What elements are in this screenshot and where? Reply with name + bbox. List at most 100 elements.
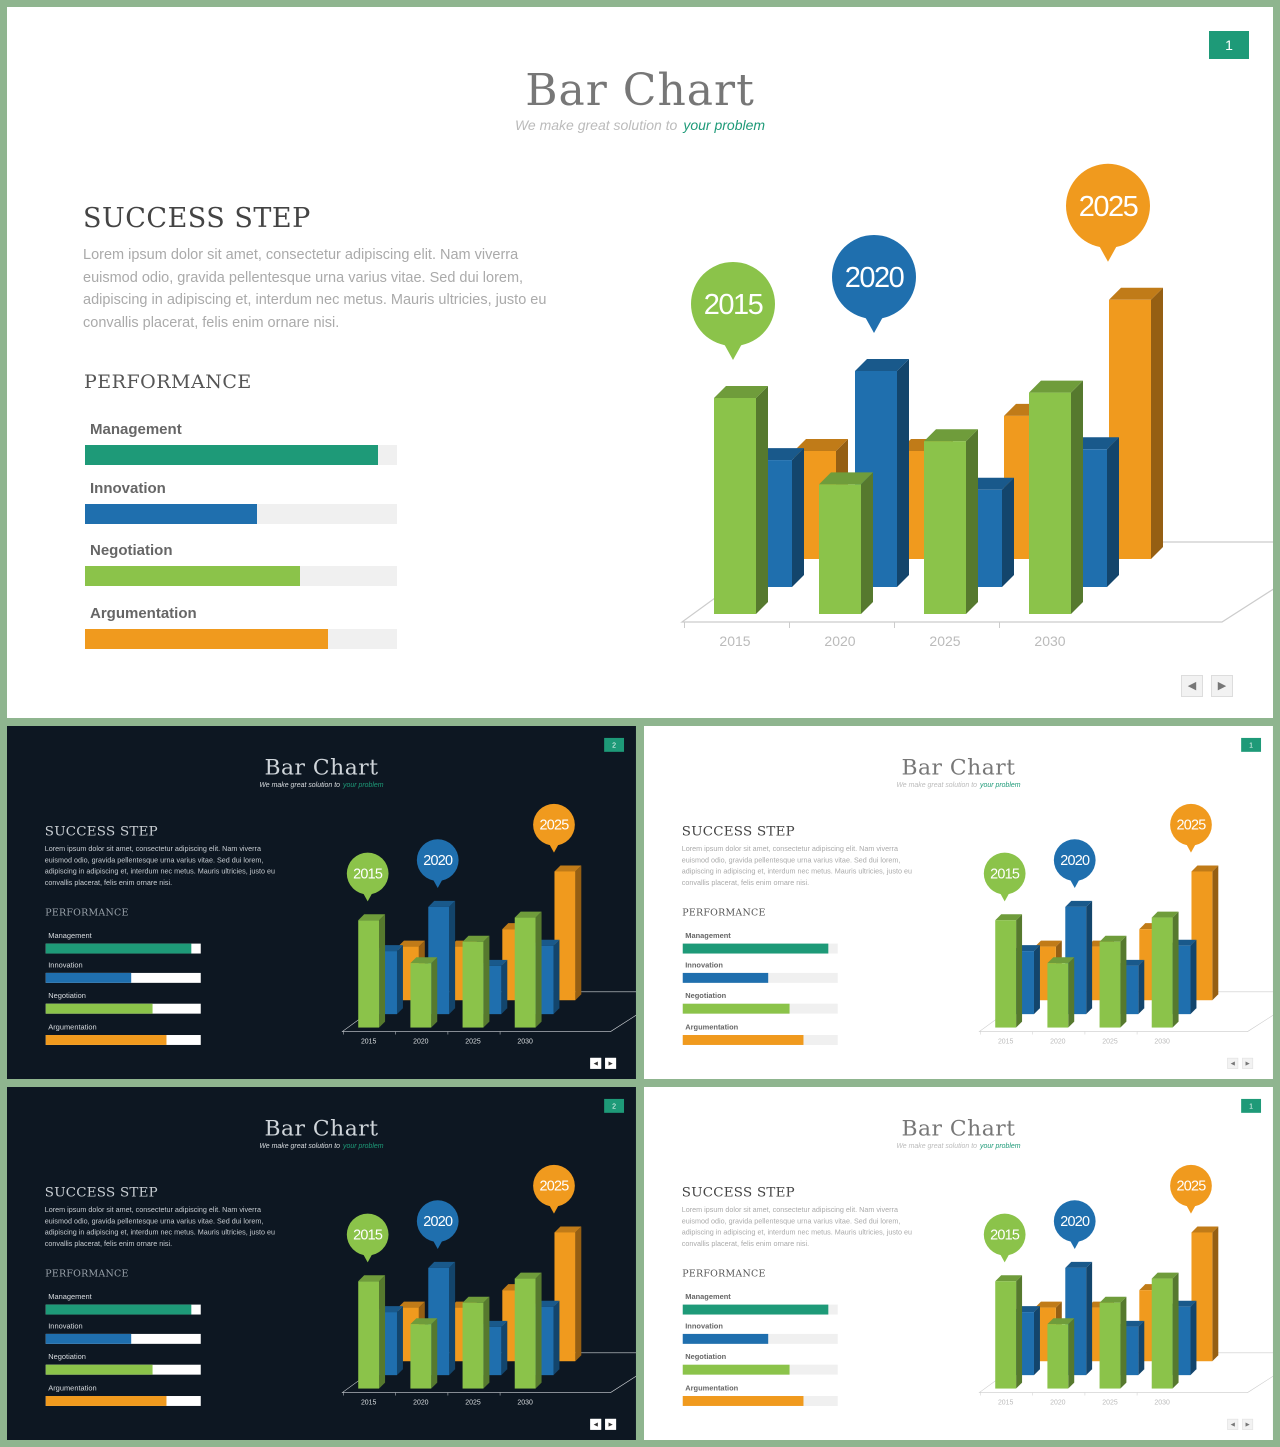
skill-label: Negotiation — [685, 1352, 727, 1362]
bar-chart: 2015 2020 2025 2030 2015 2020 2025 — [335, 1164, 636, 1414]
year-callout: 2020 — [416, 839, 459, 888]
success-step-text: Lorem ipsum dolor sit amet, consectetur … — [681, 1206, 912, 1248]
performance-title: PERFORMANCE — [45, 1267, 129, 1279]
skill-argumentation: Argumentation — [682, 1384, 838, 1406]
skill-innovation: Innovation — [682, 1321, 838, 1344]
next-arrow-icon[interactable]: ▶ — [1242, 1057, 1254, 1069]
callout-label: 2025 — [1176, 818, 1206, 834]
skill-argumentation: Argumentation — [682, 1023, 838, 1045]
page-number: 2 — [604, 1098, 625, 1113]
subtitle-highlight: your problem — [980, 780, 1021, 789]
page-number: 1 — [1241, 737, 1262, 752]
slide-nav: ◀ ▶ — [1227, 1057, 1254, 1069]
skill-argumentation: Argumentation — [45, 1384, 201, 1406]
prev-arrow-icon[interactable]: ◀ — [1227, 1418, 1239, 1430]
slide-thumb-2[interactable]: 1 Bar Chart We make great solution to you… — [644, 726, 1273, 1079]
skill-bar-track — [45, 1003, 201, 1014]
skill-label: Negotiation — [48, 991, 86, 1001]
success-step-title: SUCCESS STEP — [681, 1184, 795, 1200]
skill-argumentation: Argumentation — [85, 605, 397, 649]
skill-bar-track — [85, 445, 397, 465]
skill-label: Argumentation — [90, 605, 197, 622]
bar — [410, 957, 438, 1028]
prev-arrow-icon[interactable]: ◀ — [1227, 1057, 1239, 1069]
subtitle-main: We make great solution to — [896, 780, 978, 789]
next-arrow-icon[interactable]: ▶ — [605, 1057, 617, 1069]
page-number: 1 — [1209, 31, 1249, 59]
bar — [554, 1226, 582, 1362]
skill-negotiation: Negotiation — [682, 991, 838, 1014]
subtitle-main: We make great solution to — [896, 1141, 978, 1150]
bar — [1099, 1296, 1127, 1389]
callout-label: 2015 — [353, 1228, 383, 1244]
next-arrow-icon[interactable]: ▶ — [1211, 675, 1233, 697]
callout-label: 2020 — [423, 1214, 453, 1230]
skill-label: Negotiation — [685, 991, 727, 1001]
slide-main: 1 Bar Chart We make great solution to you… — [7, 7, 1273, 718]
bar-chart-svg: 2015 2020 2025 2030 2015 2020 2025 — [978, 1164, 1273, 1406]
success-step-title: SUCCESS STEP — [681, 823, 795, 839]
success-step-title: SUCCESS STEP — [44, 823, 158, 839]
skill-label: Innovation — [685, 1321, 723, 1331]
skill-innovation: Innovation — [45, 1322, 201, 1344]
skill-negotiation: Negotiation — [682, 1352, 838, 1375]
slide-nav: ◀ ▶ — [590, 1057, 617, 1069]
skill-bar-track — [682, 972, 838, 983]
year-callout: 2015 — [691, 262, 775, 360]
next-arrow-icon[interactable]: ▶ — [605, 1418, 617, 1430]
skill-bar-fill — [682, 1003, 790, 1014]
year-callout: 2025 — [1170, 1164, 1212, 1214]
year-callout: 2020 — [416, 1200, 459, 1249]
skill-management: Management — [45, 932, 201, 954]
skill-innovation: Innovation — [85, 480, 397, 524]
x-tick-label: 2020 — [413, 1038, 429, 1045]
x-tick-label: 2025 — [1102, 1399, 1118, 1406]
next-arrow-icon[interactable]: ▶ — [1242, 1418, 1254, 1430]
success-step-text: Lorem ipsum dolor sit amet, consectetur … — [83, 247, 547, 331]
skill-bar-track — [45, 1396, 201, 1406]
skill-label: Negotiation — [90, 542, 173, 559]
prev-arrow-icon[interactable]: ◀ — [1181, 675, 1203, 697]
slide-thumb-4[interactable]: 1 Bar Chart We make great solution to you… — [644, 1087, 1273, 1440]
bar — [924, 429, 978, 614]
x-tick-label: 2025 — [465, 1399, 481, 1406]
skill-bar-track — [682, 943, 838, 954]
skill-bar-fill — [682, 1396, 804, 1406]
skill-bar-fill — [85, 504, 257, 524]
skill-argumentation: Argumentation — [45, 1023, 201, 1045]
slide-title: Bar Chart — [901, 754, 1016, 781]
skill-bar-fill — [45, 1396, 167, 1406]
skill-label: Negotiation — [48, 1352, 86, 1362]
bar — [514, 911, 542, 1028]
skill-management: Management — [682, 932, 838, 954]
bar-chart: 2015 2020 2025 2030 2015 2020 2025 — [972, 1164, 1273, 1414]
bar-chart: 2015 2020 2025 2030 2015 2020 2025 — [667, 163, 1273, 667]
x-tick-label: 2020 — [1050, 1399, 1066, 1406]
skill-label: Innovation — [48, 960, 83, 970]
slide-thumb-1[interactable]: 2 Bar Chart We make great solution to you… — [7, 726, 636, 1079]
skill-bar-fill — [45, 1333, 131, 1344]
slide-nav: ◀ ▶ — [1181, 675, 1233, 697]
prev-arrow-icon[interactable]: ◀ — [590, 1057, 602, 1069]
skill-label: Management — [48, 1292, 92, 1302]
skill-bar-fill — [85, 629, 329, 649]
bar — [1047, 957, 1075, 1028]
skill-label: Argumentation — [685, 1023, 739, 1032]
slide-subtitle: We make great solution to your problem — [644, 781, 1273, 789]
callout-label: 2020 — [1060, 1214, 1090, 1230]
callout-label: 2015 — [990, 1228, 1020, 1244]
success-step-text: Lorem ipsum dolor sit amet, consectetur … — [44, 1206, 275, 1248]
skill-bar-track — [682, 1035, 838, 1045]
prev-arrow-icon[interactable]: ◀ — [590, 1418, 602, 1430]
slide-subtitle: We make great solution to your problem — [7, 117, 1273, 133]
skill-label: Management — [90, 421, 182, 438]
year-callout: 2025 — [533, 1164, 575, 1214]
slide-thumb-3[interactable]: 2 Bar Chart We make great solution to you… — [7, 1087, 636, 1440]
bar — [462, 1296, 490, 1389]
subtitle-main: We make great solution to — [259, 780, 341, 789]
slide-title: Bar Chart — [525, 65, 755, 116]
slide-title: Bar Chart — [264, 1115, 379, 1142]
skill-management: Management — [45, 1292, 201, 1315]
skill-bar-track — [682, 1333, 838, 1344]
success-step-text: Lorem ipsum dolor sit amet, consectetur … — [681, 845, 912, 887]
